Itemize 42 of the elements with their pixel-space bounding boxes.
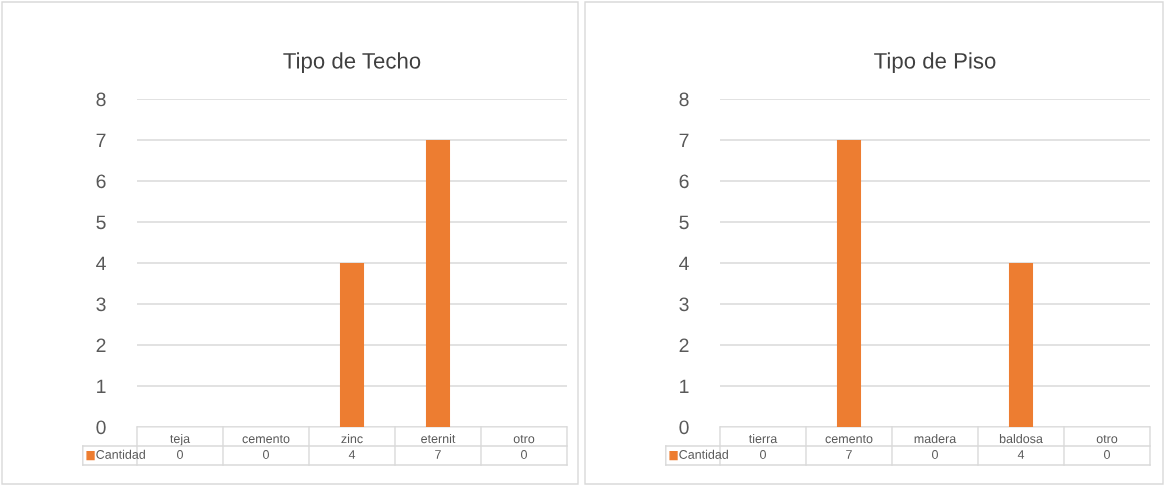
y-tick-label: 7 (679, 133, 689, 148)
y-tick-label: 2 (96, 338, 106, 353)
x-tick-label: cemento (242, 434, 290, 444)
legend-label: Cantidad (96, 449, 145, 459)
y-tick-label: 5 (96, 215, 106, 230)
data-label: 4 (1017, 450, 1025, 459)
x-tick-label: tierra (748, 433, 778, 444)
y-tick-label: 5 (679, 215, 689, 230)
x-tick-label: otro (513, 434, 535, 444)
data-label: 0 (760, 450, 766, 459)
y-tick-label: 4 (679, 256, 689, 271)
y-tick-label: 0 (96, 420, 106, 435)
y-tick-label: 7 (96, 133, 106, 148)
y-tick-label: 3 (679, 297, 689, 312)
y-tick-label: 2 (679, 338, 689, 353)
x-tick-label: zinc (341, 433, 363, 444)
data-label: 0 (521, 450, 527, 459)
y-tick-label: 8 (96, 92, 106, 107)
data-label: 0 (1104, 450, 1110, 459)
chart-title: Tipo de Techo (283, 52, 421, 74)
x-tick-label: cemento (825, 434, 873, 444)
y-tick-label: 6 (96, 174, 106, 189)
data-label: 7 (435, 450, 441, 459)
data-label: 7 (846, 450, 852, 459)
chart-title: Tipo de Piso (874, 52, 996, 74)
x-tick-label: otro (1096, 434, 1118, 444)
y-tick-label: 0 (679, 420, 689, 435)
x-tick-label: eternit (421, 433, 456, 444)
x-tick-label: baldosa (999, 433, 1043, 444)
y-tick-label: 4 (96, 256, 106, 271)
data-label: 4 (348, 450, 356, 459)
data-label: 0 (263, 450, 269, 459)
data-label: 0 (177, 450, 183, 459)
y-tick-label: 1 (680, 379, 689, 394)
y-tick-label: 8 (679, 92, 689, 107)
x-tick-label: madera (914, 433, 957, 444)
y-tick-label: 3 (96, 297, 106, 312)
y-tick-label: 6 (679, 174, 689, 189)
y-tick-label: 1 (97, 379, 106, 394)
x-tick-label: teja (170, 433, 191, 446)
legend-label: Cantidad (679, 449, 728, 459)
data-label: 0 (932, 450, 938, 459)
